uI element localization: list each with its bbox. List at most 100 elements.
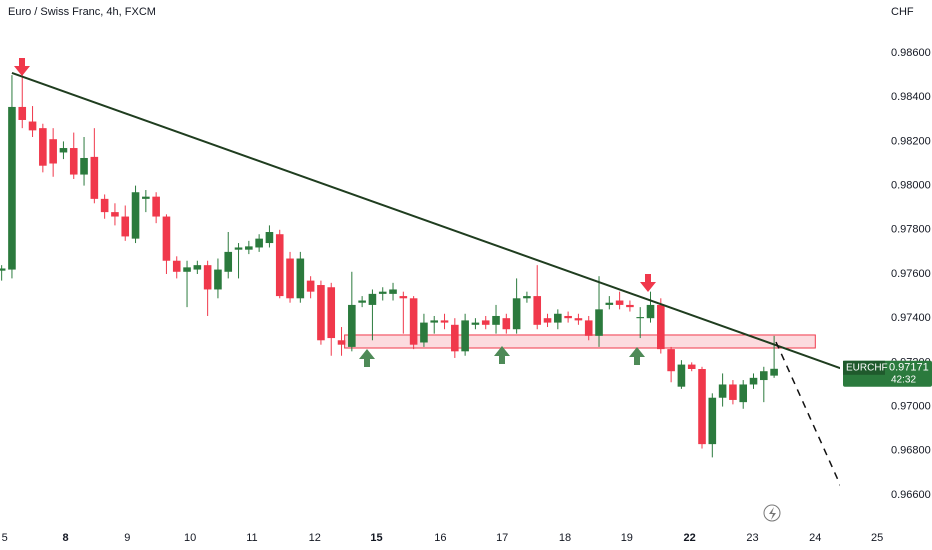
candle-body bbox=[224, 251, 233, 272]
candle-body bbox=[564, 315, 572, 319]
candle-body bbox=[121, 216, 130, 237]
candle-body bbox=[183, 267, 191, 272]
candle-body bbox=[69, 148, 78, 175]
candle-body bbox=[451, 324, 459, 352]
candle-body bbox=[749, 377, 758, 385]
candle-body bbox=[533, 296, 542, 325]
candle-body bbox=[337, 340, 346, 345]
x-tick-label: 16 bbox=[434, 532, 446, 544]
candle-body bbox=[368, 293, 377, 305]
candle-body bbox=[657, 304, 665, 350]
candle-body bbox=[296, 258, 305, 299]
candle-body bbox=[317, 285, 325, 341]
candle-body bbox=[605, 302, 614, 305]
candle-body bbox=[49, 139, 57, 164]
y-tick-label: 0.97800 bbox=[891, 224, 931, 236]
x-tick-label: 12 bbox=[309, 532, 321, 544]
y-tick-label: 0.96600 bbox=[891, 489, 931, 501]
candle-body bbox=[348, 304, 356, 347]
candle-body bbox=[584, 320, 593, 336]
currency-label: CHF bbox=[891, 6, 914, 18]
candle-body bbox=[18, 106, 27, 120]
candle-body bbox=[698, 369, 706, 445]
countdown-label: 42:32 bbox=[891, 374, 916, 385]
candle-body bbox=[430, 320, 439, 323]
y-tick-label: 0.97000 bbox=[891, 400, 931, 412]
buy-arrow bbox=[494, 346, 510, 364]
candle-body bbox=[90, 156, 99, 199]
candle-body bbox=[0, 268, 6, 271]
candle-body bbox=[760, 371, 768, 381]
x-tick-label: 19 bbox=[621, 532, 633, 544]
price-axis bbox=[840, 0, 932, 530]
x-tick-label: 15 bbox=[370, 532, 382, 544]
candle-body bbox=[28, 121, 37, 131]
axis-layer: 0.98600 0.98400 0.98200 0.98000 0.97800 0.976… bbox=[2, 47, 931, 544]
candle-body bbox=[492, 315, 500, 325]
candle-body bbox=[615, 300, 624, 305]
candle-body bbox=[193, 265, 202, 270]
candle-body bbox=[626, 304, 634, 308]
lightning-glyph bbox=[769, 507, 776, 520]
symbol-label: EURCHF bbox=[846, 362, 888, 373]
candle-body bbox=[152, 196, 160, 217]
x-tick-label: 23 bbox=[746, 532, 758, 544]
y-tick-label: 0.98400 bbox=[891, 91, 931, 103]
candle-body bbox=[358, 300, 366, 303]
y-tick-label: 0.98600 bbox=[891, 47, 931, 59]
candle-body bbox=[59, 148, 68, 153]
price-label: 0.97171 bbox=[889, 362, 929, 374]
trendline bbox=[11, 71, 846, 371]
candle-body bbox=[214, 269, 222, 290]
candle-body bbox=[234, 247, 243, 250]
candle-body bbox=[203, 265, 212, 290]
buy-arrow bbox=[629, 347, 645, 365]
candle-body bbox=[554, 313, 562, 323]
y-tick-label: 0.97400 bbox=[891, 312, 931, 324]
x-tick-label: 17 bbox=[496, 532, 508, 544]
candle-body bbox=[708, 397, 717, 445]
candle-body bbox=[420, 322, 428, 343]
candle-body bbox=[646, 304, 655, 319]
x-tick-label: 11 bbox=[246, 532, 257, 544]
x-tick-label: 22 bbox=[684, 532, 696, 544]
candle-body bbox=[8, 106, 16, 270]
candle-body bbox=[543, 318, 552, 323]
x-tick-label: 8 bbox=[62, 532, 68, 544]
candle-body bbox=[471, 322, 480, 325]
candle-body bbox=[162, 216, 171, 261]
candle-body bbox=[595, 309, 603, 336]
candle-body bbox=[142, 196, 150, 199]
candle-body bbox=[286, 258, 294, 299]
candle-body bbox=[440, 320, 449, 323]
candle-body bbox=[378, 291, 387, 294]
candle-body bbox=[255, 238, 263, 248]
marks-layer bbox=[0, 70, 846, 458]
x-tick-label: 18 bbox=[559, 532, 571, 544]
y-tick-label: 0.97600 bbox=[891, 268, 931, 280]
candle-body bbox=[39, 128, 47, 166]
chart-title: Euro / Swiss Franc, 4h, FXCM bbox=[8, 6, 156, 18]
candle-body bbox=[687, 364, 696, 370]
candle-body bbox=[409, 298, 418, 345]
candle-body bbox=[399, 296, 408, 299]
candle-body bbox=[770, 368, 778, 376]
x-tick-label: 25 bbox=[871, 532, 883, 544]
candle-body bbox=[80, 157, 88, 175]
candle-body bbox=[172, 260, 181, 272]
candle-body bbox=[718, 384, 727, 398]
x-tick-label: 10 bbox=[184, 532, 196, 544]
candle-body bbox=[306, 280, 315, 292]
candle-body bbox=[502, 318, 511, 330]
candle-body bbox=[481, 320, 490, 325]
candle-body bbox=[275, 234, 284, 297]
buy-arrow bbox=[359, 349, 375, 367]
candle-body bbox=[111, 212, 119, 217]
candle-body bbox=[389, 289, 397, 294]
y-tick-label: 0.98200 bbox=[891, 135, 931, 147]
sell-arrow bbox=[14, 58, 30, 76]
